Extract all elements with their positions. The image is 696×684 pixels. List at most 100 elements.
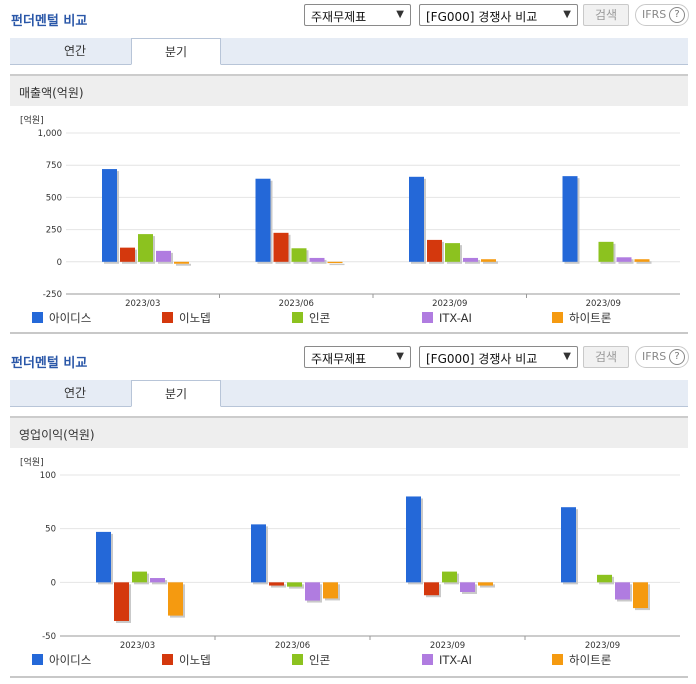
bar-shadow bbox=[176, 263, 191, 266]
bar bbox=[251, 524, 266, 583]
bar bbox=[138, 234, 153, 262]
divider bbox=[10, 676, 688, 678]
legend-label: 인콘 bbox=[309, 653, 330, 667]
ifrs-help-button[interactable]: IFRS ? bbox=[635, 346, 689, 368]
bar bbox=[633, 582, 648, 609]
tab-quarterly[interactable]: 분기 bbox=[131, 380, 221, 407]
bar bbox=[598, 241, 614, 262]
period-tabs: 연간 분기 bbox=[10, 38, 688, 65]
bar bbox=[424, 582, 439, 596]
bar bbox=[174, 261, 189, 264]
legend-label: 이노뎁 bbox=[179, 653, 211, 667]
bar bbox=[168, 582, 183, 616]
y-unit-label: [억원] bbox=[20, 456, 44, 468]
bar-shadow bbox=[329, 263, 345, 266]
legend-label: 이노뎁 bbox=[179, 311, 211, 325]
bar bbox=[323, 582, 338, 599]
bar bbox=[463, 257, 478, 262]
period-tabs: 연간 분기 bbox=[10, 380, 688, 407]
bar bbox=[409, 176, 424, 262]
search-button[interactable]: 검색 bbox=[583, 4, 629, 26]
legend-label: 인콘 bbox=[309, 311, 330, 325]
legend-label: ITX-AI bbox=[439, 311, 472, 325]
chevron-down-icon: ▼ bbox=[563, 351, 571, 362]
bar bbox=[616, 257, 632, 262]
legend-swatch bbox=[552, 654, 563, 665]
legend-swatch bbox=[162, 654, 173, 665]
bar bbox=[120, 247, 135, 262]
y-tick-label: 100 bbox=[40, 471, 56, 481]
bar bbox=[269, 582, 284, 586]
legend-swatch bbox=[32, 312, 43, 323]
tab-annual[interactable]: 연간 bbox=[63, 44, 87, 58]
bar bbox=[102, 169, 117, 262]
bar bbox=[255, 178, 271, 262]
x-tick-label: 2023/06 bbox=[275, 641, 310, 651]
bar-shadow bbox=[483, 261, 498, 264]
question-icon: ? bbox=[669, 349, 685, 365]
panel-header: 펀더멘털 비교 주재무제표 ▼ [FG000] 경쟁사 비교 ▼ 검색 IFRS… bbox=[0, 342, 696, 376]
panel-header: 펀더멘털 비교 주재무제표 ▼ [FG000] 경쟁사 비교 ▼ 검색 IFRS… bbox=[0, 0, 696, 34]
ifrs-help-button[interactable]: IFRS ? bbox=[635, 4, 689, 26]
divider bbox=[10, 332, 688, 334]
tab-quarterly[interactable]: 분기 bbox=[131, 38, 221, 65]
revenue-chart: [억원] -250 0 250 500 750 1,000 2023/03 2023/06 202… bbox=[0, 104, 696, 330]
legend-swatch bbox=[422, 312, 433, 323]
y-tick-label: 50 bbox=[45, 525, 56, 535]
statement-select-value: 주재무제표 bbox=[311, 10, 367, 24]
bar bbox=[327, 261, 343, 264]
bar-shadow bbox=[271, 584, 286, 588]
x-tick-label: 2023/06 bbox=[279, 299, 314, 309]
legend-label: 하이트론 bbox=[569, 653, 611, 667]
section-title-bar: 영업이익(억원) bbox=[10, 416, 688, 448]
statement-select[interactable]: 주재무제표 ▼ bbox=[304, 346, 411, 368]
chevron-down-icon: ▼ bbox=[563, 9, 571, 20]
statement-select-value: 주재무제표 bbox=[311, 352, 367, 366]
statement-select[interactable]: 주재무제표 ▼ bbox=[304, 4, 411, 26]
bar bbox=[442, 571, 457, 583]
bar bbox=[427, 239, 442, 262]
compare-select[interactable]: [FG000] 경쟁사 비교 ▼ bbox=[419, 4, 578, 26]
legend-label: 하이트론 bbox=[569, 311, 611, 325]
legend-label: 아이디스 bbox=[49, 653, 91, 667]
x-tick-label: 2023/09 bbox=[585, 641, 620, 651]
bar bbox=[615, 582, 630, 600]
tab-annual[interactable]: 연간 bbox=[63, 386, 87, 400]
bar bbox=[287, 582, 302, 587]
x-tick-label: 2023/09 bbox=[430, 641, 465, 651]
bar bbox=[481, 259, 496, 262]
bar bbox=[561, 507, 576, 583]
legend-swatch bbox=[422, 654, 433, 665]
section-title: 매출액(억원) bbox=[19, 86, 84, 100]
x-tick-label: 2023/03 bbox=[125, 299, 160, 309]
panel-title: 펀더멘털 비교 bbox=[11, 14, 88, 29]
y-tick-label: 0 bbox=[57, 258, 62, 268]
y-tick-label: -250 bbox=[43, 290, 62, 300]
bar bbox=[309, 257, 325, 262]
bar bbox=[305, 582, 320, 601]
operating-profit-chart: [억원] -50 0 50 100 2023/03 2023/06 2023/09 2023/0… bbox=[0, 446, 696, 672]
y-tick-label: 500 bbox=[46, 193, 62, 203]
panel-title: 펀더멘털 비교 bbox=[11, 356, 88, 371]
legend-swatch bbox=[292, 312, 303, 323]
bar bbox=[562, 176, 578, 262]
compare-select-value: [FG000] 경쟁사 비교 bbox=[426, 352, 538, 366]
section-title-bar: 매출액(억원) bbox=[10, 74, 688, 106]
bar bbox=[96, 531, 111, 583]
chevron-down-icon: ▼ bbox=[396, 351, 404, 362]
y-tick-label: 1,000 bbox=[38, 129, 62, 139]
legend-swatch bbox=[552, 312, 563, 323]
legend-swatch bbox=[32, 654, 43, 665]
fundamental-panel-operating-profit: 펀더멘털 비교 주재무제표 ▼ [FG000] 경쟁사 비교 ▼ 검색 IFRS… bbox=[0, 342, 696, 684]
compare-select[interactable]: [FG000] 경쟁사 비교 ▼ bbox=[419, 346, 578, 368]
bar bbox=[445, 243, 460, 262]
bar bbox=[132, 571, 147, 583]
search-button[interactable]: 검색 bbox=[583, 346, 629, 368]
chevron-down-icon: ▼ bbox=[396, 9, 404, 20]
y-tick-label: 250 bbox=[46, 226, 62, 236]
y-tick-label: 750 bbox=[46, 161, 62, 171]
x-tick-label: 2023/09 bbox=[586, 299, 621, 309]
bar bbox=[406, 496, 421, 583]
y-tick-label: -50 bbox=[42, 632, 56, 642]
question-icon: ? bbox=[669, 7, 685, 23]
